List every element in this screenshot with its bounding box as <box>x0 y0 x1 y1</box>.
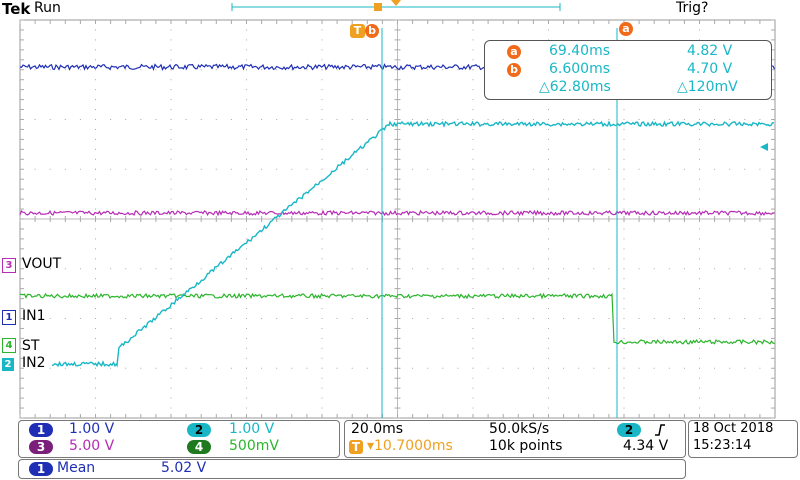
brand-logo: Tek <box>2 0 31 18</box>
ch2-ground-marker[interactable]: 2 <box>2 358 14 371</box>
ch3-scale[interactable]: 5.00 V <box>69 438 115 454</box>
measure-value: 5.02 V <box>161 460 207 476</box>
acquisition-status: Run <box>34 0 61 16</box>
ch3-badge[interactable]: 3 <box>29 440 53 454</box>
cursor-readout: a 69.40ms 4.82 V b 6.600ms 4.70 V △62.80… <box>484 40 772 100</box>
trigger-position-marker[interactable]: T <box>350 24 365 38</box>
cursor-a-badge[interactable]: a <box>619 22 633 36</box>
waveform-traces <box>19 63 776 368</box>
trigger-status: Trig? <box>676 0 709 16</box>
ch3-waveform <box>19 209 775 217</box>
ch2-badge[interactable]: 2 <box>187 423 211 437</box>
ch4-scale[interactable]: 500mV <box>229 438 279 454</box>
rising-edge-icon <box>655 424 665 436</box>
measure-source-badge: 1 <box>29 462 53 476</box>
ch3-label: VOUT <box>22 256 62 272</box>
ch2-scale[interactable]: 1.00 V <box>229 421 275 437</box>
date-time-panel: 18 Oct 2018 15:23:14 <box>688 420 798 458</box>
sample-rate: 50.0kS/s <box>489 421 550 437</box>
ch1-badge[interactable]: 1 <box>29 423 53 437</box>
cursor-a-badge: a <box>507 45 521 59</box>
cursor-b-volt: 4.70 V <box>687 61 733 77</box>
status-bar: Tek Run Trig? <box>0 0 800 20</box>
record-length: 10k points <box>489 438 563 454</box>
trigger-level-arrow[interactable] <box>760 143 768 151</box>
trigger-t-badge: T <box>349 440 363 454</box>
ch4-ground-marker[interactable]: 4 <box>2 338 16 353</box>
ch4-badge[interactable]: 4 <box>187 440 211 454</box>
trigger-level[interactable]: 4.34 V <box>623 438 669 454</box>
cursor-b-badge[interactable]: b <box>365 24 379 38</box>
trigger-source-badge[interactable]: 2 <box>617 423 641 437</box>
cursor-a-volt: 4.82 V <box>687 43 733 59</box>
vertical-scale-panel: 1 1.00 V 2 1.00 V 3 5.00 V 4 500mV <box>18 420 340 458</box>
ch2-waveform <box>51 120 774 368</box>
date: 18 Oct 2018 <box>693 421 774 436</box>
ch4-waveform <box>19 292 775 346</box>
cursor-a-time: 69.40ms <box>549 43 611 59</box>
measurement-panel: 1 Mean 5.02 V <box>18 459 686 479</box>
cursor-delta-volt: △120mV <box>677 79 738 95</box>
cursor-b-badge: b <box>507 63 521 77</box>
timebase-panel: 20.0ms 50.0kS/s T ▾10.7000ms 10k points … <box>344 420 686 458</box>
ch1-label: IN1 <box>22 308 46 324</box>
measure-name: Mean <box>57 460 96 476</box>
ch3-ground-marker[interactable]: 3 <box>2 258 16 273</box>
time: 15:23:14 <box>693 438 752 453</box>
ch2-label: IN2 <box>22 355 46 371</box>
cursor-delta-time: △62.80ms <box>539 79 611 95</box>
trigger-position[interactable]: ▾10.7000ms <box>367 438 453 454</box>
ch4-label: ST <box>22 338 40 354</box>
cursor-b-time: 6.600ms <box>549 61 611 77</box>
ch1-scale[interactable]: 1.00 V <box>69 421 115 437</box>
record-view-indicator <box>231 0 561 11</box>
graticule <box>19 19 776 419</box>
ch1-ground-marker[interactable]: 1 <box>2 310 16 325</box>
horizontal-scale[interactable]: 20.0ms <box>351 421 404 437</box>
